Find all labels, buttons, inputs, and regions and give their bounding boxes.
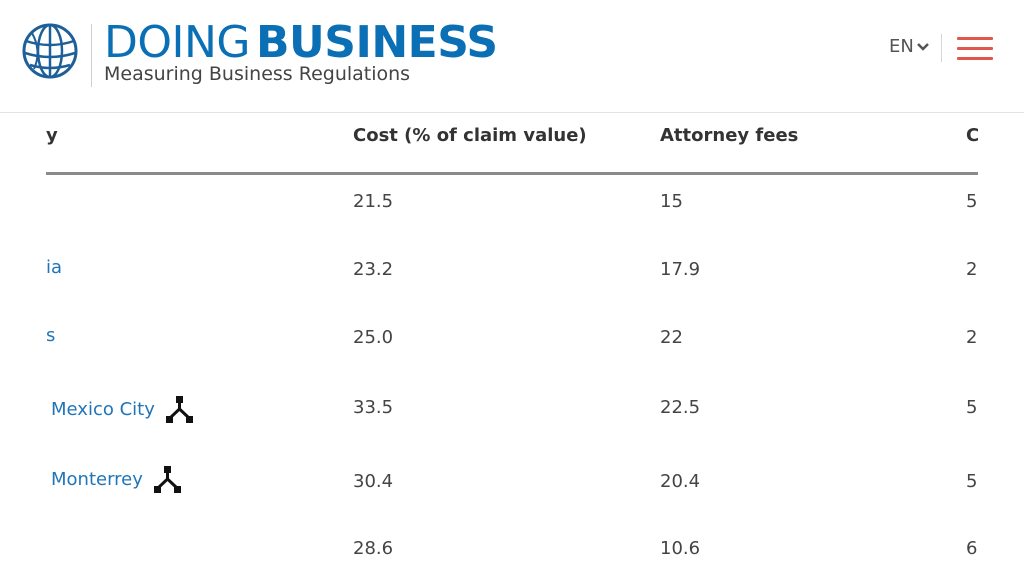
- column-header-economy[interactable]: y: [46, 125, 58, 146]
- cost-value: 30.4: [353, 471, 394, 492]
- attorney-fees-value: 10.6: [660, 538, 701, 559]
- brand-title[interactable]: DOING BUSINESS: [104, 18, 498, 68]
- table-row: Monterrey 30.4 20.4 5: [46, 449, 978, 519]
- table-header-row: y Cost (% of claim value) Attorney fees …: [46, 113, 978, 175]
- world-bank-globe-icon[interactable]: [22, 23, 78, 79]
- data-table: y Cost (% of claim value) Attorney fees …: [46, 113, 978, 575]
- attorney-fees-value: 20.4: [660, 471, 701, 492]
- cost-value: 21.5: [353, 191, 394, 212]
- economy-link[interactable]: Mexico City: [51, 393, 195, 425]
- column-header-attorney-fees[interactable]: Attorney fees: [660, 125, 799, 146]
- economy-link[interactable]: s: [46, 325, 55, 346]
- site-header: DOING BUSINESS Measuring Business Regulat…: [0, 0, 1024, 113]
- attorney-fees-value: 22: [660, 327, 683, 348]
- hamburger-menu-icon[interactable]: [957, 37, 993, 63]
- table-row: s 25.0 22 2: [46, 311, 978, 379]
- next-column-value: 5: [966, 191, 978, 212]
- table-row: 21.5 15 5: [46, 175, 978, 243]
- logo-divider: [91, 24, 92, 87]
- language-label: EN: [889, 36, 914, 57]
- table-row: ia 23.2 17.9 2: [46, 243, 978, 311]
- subnational-branch-icon[interactable]: [151, 463, 183, 495]
- next-column-value: 6: [966, 538, 978, 559]
- next-column-value: 2: [966, 327, 978, 348]
- header-divider: [941, 34, 942, 62]
- economy-name: s: [46, 325, 56, 346]
- economy-link[interactable]: Monterrey: [51, 463, 183, 495]
- column-header-next[interactable]: C: [966, 125, 978, 146]
- subnational-branch-icon[interactable]: [163, 393, 195, 425]
- language-selector[interactable]: EN: [889, 36, 930, 57]
- cost-value: 33.5: [353, 397, 394, 418]
- next-column-value: 5: [966, 397, 978, 418]
- table-row: Mexico City 33.5 22.5 5: [46, 379, 978, 449]
- economy-name: ia: [46, 257, 63, 278]
- cost-value: 23.2: [353, 259, 394, 280]
- cost-value: 25.0: [353, 327, 394, 348]
- table-body: 21.5 15 5 ia 23.2 17.9 2 s 25.0 22 2 Mexico City 33.…: [46, 175, 978, 575]
- attorney-fees-value: 22.5: [660, 397, 701, 418]
- brand-title-light: DOING: [104, 17, 251, 68]
- economy-name: Monterrey: [51, 468, 143, 490]
- attorney-fees-value: 17.9: [660, 259, 701, 280]
- cost-value: 28.6: [353, 538, 394, 559]
- economy-link[interactable]: ia: [46, 257, 62, 278]
- economy-name: Mexico City: [51, 398, 155, 420]
- table-row: 28.6 10.6 6: [46, 519, 978, 575]
- attorney-fees-value: 15: [660, 191, 683, 212]
- chevron-down-icon: [916, 42, 929, 51]
- brand-title-bold: BUSINESS: [256, 17, 498, 68]
- next-column-value: 2: [966, 259, 978, 280]
- brand-tagline: Measuring Business Regulations: [104, 63, 411, 85]
- next-column-value: 5: [966, 471, 978, 492]
- column-header-cost[interactable]: Cost (% of claim value): [353, 125, 587, 146]
